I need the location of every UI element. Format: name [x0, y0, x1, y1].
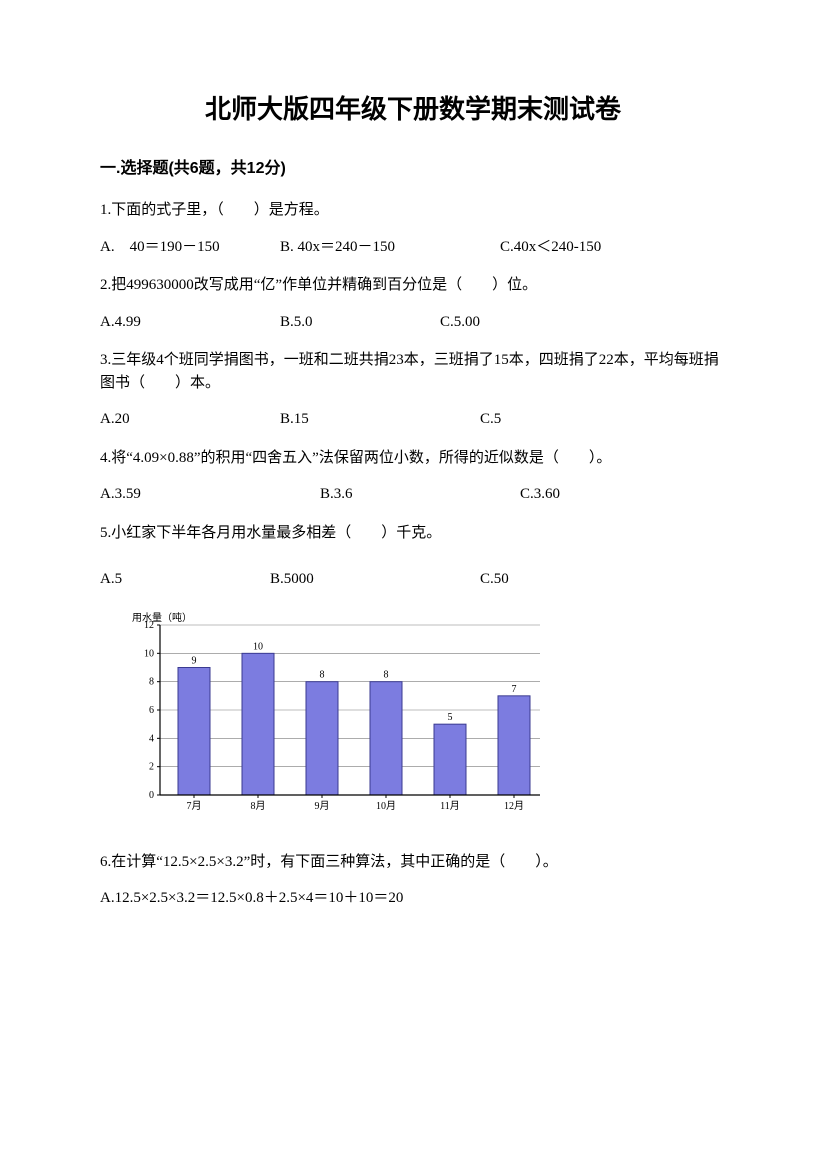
svg-text:用水量（吨）: 用水量（吨） — [132, 611, 192, 624]
page: 北师大版四年级下册数学期末测试卷 一.选择题(共6题，共12分) 1.下面的式子… — [0, 0, 826, 1169]
option-c: C.5 — [480, 408, 501, 431]
question-3: 3.三年级4个班同学捐图书，一班和二班共捐23本，三班捐了15本，四班捐了22本… — [100, 349, 726, 431]
options-row: A.20 B.15 C.5 — [100, 408, 726, 431]
question-text: 4.将“4.09×0.88”的积用“四舍五入”法保留两位小数，所得的近似数是（ … — [100, 447, 726, 470]
option-a: A.12.5×2.5×3.2＝12.5×0.8＋2.5×4＝10＋10＝20 — [100, 887, 403, 910]
question-4: 4.将“4.09×0.88”的积用“四舍五入”法保留两位小数，所得的近似数是（ … — [100, 447, 726, 506]
question-5: 5.小红家下半年各月用水量最多相差（ ）千克。 A.5 B.5000 C.50 — [100, 522, 726, 591]
svg-text:9: 9 — [192, 655, 197, 666]
options-row: A. 40＝190－150 B. 40x＝240－150 C.40x＜240‐1… — [100, 236, 726, 259]
svg-text:9月: 9月 — [315, 800, 330, 812]
options-row: A.12.5×2.5×3.2＝12.5×0.8＋2.5×4＝10＋10＝20 — [100, 887, 726, 910]
svg-text:8: 8 — [149, 676, 154, 687]
svg-text:8: 8 — [384, 669, 389, 680]
option-c: C.3.60 — [520, 483, 560, 506]
option-b: B.15 — [280, 408, 480, 431]
question-text: 2.把499630000改写成用“亿”作单位并精确到百分位是（ ）位。 — [100, 274, 726, 297]
svg-text:5: 5 — [448, 712, 453, 723]
question-1: 1.下面的式子里，（ ）是方程。 A. 40＝190－150 B. 40x＝24… — [100, 199, 726, 258]
svg-text:8: 8 — [320, 669, 325, 680]
option-a: A. 40＝190－150 — [100, 236, 280, 259]
svg-text:10: 10 — [144, 648, 154, 659]
svg-text:8月: 8月 — [251, 800, 266, 812]
svg-text:4: 4 — [149, 733, 154, 744]
svg-text:12月: 12月 — [504, 800, 524, 812]
svg-text:10月: 10月 — [376, 800, 396, 812]
option-a: A.5 — [100, 568, 270, 591]
question-6: 6.在计算“12.5×2.5×3.2”时，有下面三种算法，其中正确的是（ ）。 … — [100, 851, 726, 910]
svg-text:10: 10 — [253, 641, 263, 652]
options-row: A.5 B.5000 C.50 — [100, 568, 726, 591]
question-2: 2.把499630000改写成用“亿”作单位并精确到百分位是（ ）位。 A.4.… — [100, 274, 726, 333]
options-row: A.4.99 B.5.0 C.5.00 — [100, 311, 726, 334]
svg-text:0: 0 — [149, 790, 154, 801]
question-text: 6.在计算“12.5×2.5×3.2”时，有下面三种算法，其中正确的是（ ）。 — [100, 851, 726, 874]
option-a: A.4.99 — [100, 311, 280, 334]
svg-text:7: 7 — [512, 683, 517, 694]
bar-chart-svg: 用水量（吨） 0 2 4 6 8 10 12 9 7月 10 8月 8 9月 8 10月 5 11月 7 12月 — [120, 611, 560, 821]
question-text: 5.小红家下半年各月用水量最多相差（ ）千克。 — [100, 522, 726, 545]
option-b: B. 40x＝240－150 — [280, 236, 500, 259]
option-b: B.5000 — [270, 568, 480, 591]
section-heading: 一.选择题(共6题，共12分) — [100, 157, 726, 181]
options-row: A.3.59 B.3.6 C.3.60 — [100, 483, 726, 506]
question-text: 3.三年级4个班同学捐图书，一班和二班共捐23本，三班捐了15本，四班捐了22本… — [100, 349, 726, 394]
option-b: B.3.6 — [320, 483, 520, 506]
option-c: C.40x＜240‐150 — [500, 236, 700, 259]
option-a: A.3.59 — [100, 483, 320, 506]
question-text: 1.下面的式子里，（ ）是方程。 — [100, 199, 726, 222]
svg-text:12: 12 — [144, 620, 154, 631]
option-b: B.5.0 — [280, 311, 440, 334]
option-a: A.20 — [100, 408, 280, 431]
svg-text:2: 2 — [149, 761, 154, 772]
option-c: C.50 — [480, 568, 509, 591]
svg-text:6: 6 — [149, 705, 154, 716]
svg-text:11月: 11月 — [440, 800, 460, 812]
option-c: C.5.00 — [440, 311, 480, 334]
water-usage-chart: 用水量（吨） 0 2 4 6 8 10 12 9 7月 10 8月 8 9月 8 10月 5 11月 7 12月 — [120, 611, 726, 821]
page-title: 北师大版四年级下册数学期末测试卷 — [100, 90, 726, 129]
svg-text:7月: 7月 — [187, 800, 202, 812]
